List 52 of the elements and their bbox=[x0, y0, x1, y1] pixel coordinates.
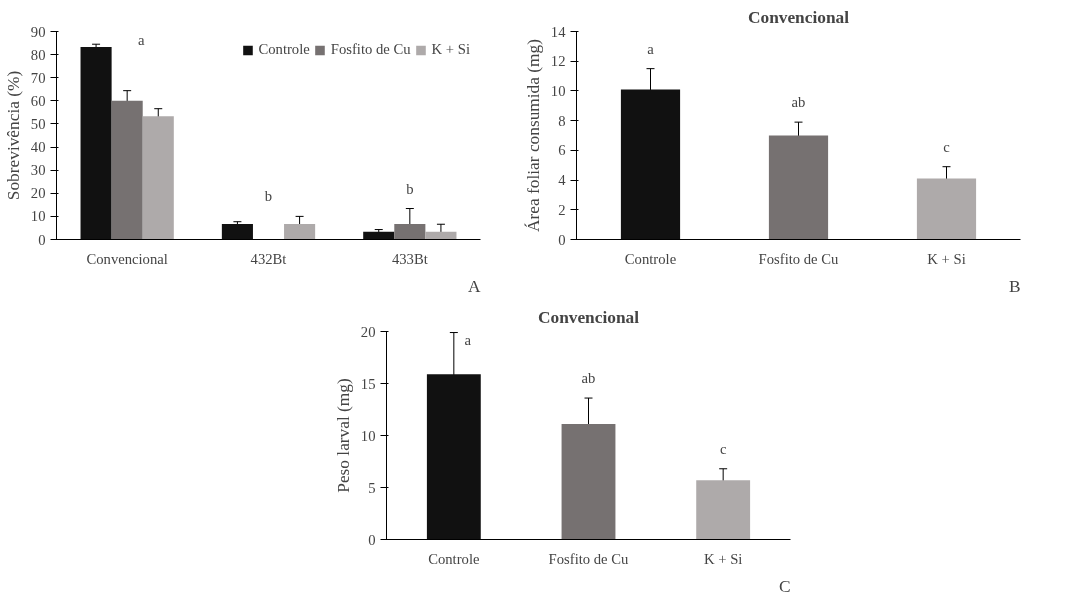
annotation: ab bbox=[791, 94, 806, 111]
chart-title: Convencional bbox=[537, 307, 640, 327]
x-tick-label: 432Bt bbox=[250, 250, 287, 267]
x-tick-label: K + Si bbox=[703, 550, 743, 567]
annotation: a bbox=[647, 40, 655, 57]
y-tick-label: 6 bbox=[558, 142, 566, 159]
y-tick-label: 70 bbox=[30, 69, 46, 86]
y-tick-label: 20 bbox=[360, 323, 376, 340]
annotation: c bbox=[719, 440, 727, 457]
text: B bbox=[1008, 276, 1021, 296]
y-tick-label: 15 bbox=[360, 375, 376, 392]
x-tick-label: 433Bt bbox=[391, 250, 428, 267]
legend-label: Controle bbox=[258, 41, 310, 58]
x-tick-label: Fosfito de Cu bbox=[758, 250, 840, 267]
y-tick-label: 4 bbox=[558, 172, 567, 189]
text: A bbox=[467, 276, 481, 296]
y-tick-label: 30 bbox=[30, 162, 46, 179]
y-tick-label: 60 bbox=[30, 92, 46, 109]
y-tick-label: 20 bbox=[30, 185, 46, 202]
x-tick-label: K + Si bbox=[927, 250, 966, 267]
x-tick-label: Convencional bbox=[86, 250, 168, 267]
legend-label: Fosfito de Cu bbox=[330, 41, 411, 58]
annotation: ab bbox=[581, 370, 596, 387]
y-tick-label: 8 bbox=[558, 112, 566, 129]
y-tick-label: 40 bbox=[30, 139, 46, 156]
y-tick-label: 10 bbox=[360, 427, 376, 444]
y-tick-label: 50 bbox=[30, 115, 46, 132]
y-tick-label: 2 bbox=[558, 201, 566, 218]
text: C bbox=[778, 576, 791, 596]
y-axis-title: Peso larval (mg) bbox=[333, 378, 353, 493]
y-tick-label: 0 bbox=[558, 231, 566, 248]
y-tick-label: 10 bbox=[30, 208, 46, 225]
y-tick-label: 14 bbox=[550, 23, 567, 40]
y-tick-label: 5 bbox=[368, 479, 376, 496]
y-tick-label: 90 bbox=[30, 23, 46, 40]
y-axis-title: Área foliar consumida (mg) bbox=[523, 38, 543, 232]
y-tick-label: 10 bbox=[550, 82, 566, 99]
y-tick-label: 12 bbox=[550, 53, 566, 70]
annotation: b bbox=[264, 188, 273, 205]
y-axis-title: Sobrevivência (%) bbox=[3, 70, 23, 201]
x-tick-label: Controle bbox=[624, 250, 677, 267]
y-tick-label: 0 bbox=[38, 231, 46, 248]
annotation: a bbox=[137, 31, 145, 48]
annotation: a bbox=[464, 331, 472, 348]
x-tick-label: Controle bbox=[428, 550, 480, 567]
y-tick-label: 0 bbox=[368, 531, 376, 548]
legend-label: K + Si bbox=[431, 41, 470, 58]
annotation: c bbox=[943, 138, 951, 155]
x-tick-label: Fosfito de Cu bbox=[548, 550, 630, 567]
annotation: b bbox=[406, 180, 414, 197]
y-tick-label: 80 bbox=[30, 46, 46, 63]
chart-title: Convencional bbox=[747, 7, 850, 27]
